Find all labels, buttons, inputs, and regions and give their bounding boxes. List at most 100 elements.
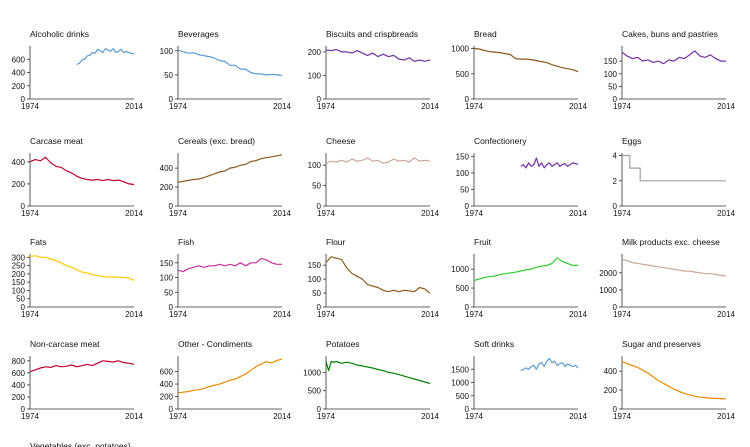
x-tick-label-start: 1974 bbox=[169, 102, 187, 111]
chart-title: Biscuits and crispbreads bbox=[326, 29, 418, 39]
y-tick-label: 150 bbox=[12, 278, 26, 287]
x-tick-label-end: 2014 bbox=[125, 102, 143, 111]
y-tick-label: 250 bbox=[12, 262, 26, 271]
y-tick-label: 300 bbox=[12, 253, 26, 262]
axis-lines bbox=[29, 46, 134, 100]
y-tick-label: 0 bbox=[317, 202, 322, 211]
chart-panel-9: Confectionery 0 50 100 150 1974 2014 bbox=[456, 136, 588, 218]
x-tick-label-end: 2014 bbox=[421, 310, 439, 319]
series-line bbox=[29, 156, 135, 186]
y-tick-label: 0 bbox=[465, 95, 470, 104]
series-line bbox=[325, 157, 431, 164]
chart-panel-21: Vegetables (exc. potatoes) bbox=[30, 441, 131, 447]
axis-lines bbox=[325, 46, 430, 100]
chart-title: Potatoes bbox=[326, 339, 360, 349]
chart-title: Eggs bbox=[622, 136, 641, 146]
chart-panel-4: Bread 0 500 1000 1974 2014 bbox=[451, 29, 587, 111]
y-tick-label: 1000 bbox=[599, 286, 617, 295]
x-tick-label-start: 1974 bbox=[465, 102, 483, 111]
y-tick-label: 1000 bbox=[303, 368, 321, 377]
y-tick-label: 1000 bbox=[451, 45, 469, 54]
chart-title: Vegetables (exc. potatoes) bbox=[30, 441, 131, 447]
y-tick-label: 0 bbox=[169, 303, 174, 312]
x-tick-label-end: 2014 bbox=[569, 102, 587, 111]
x-tick-label-start: 1974 bbox=[465, 412, 483, 421]
x-tick-label-start: 1974 bbox=[169, 209, 187, 218]
y-tick-label: 0 bbox=[613, 202, 618, 211]
axis-lines bbox=[177, 254, 282, 308]
y-tick-label: 200 bbox=[308, 48, 322, 57]
axis-lines bbox=[621, 254, 726, 308]
x-tick-label-start: 1974 bbox=[317, 310, 335, 319]
axis-lines bbox=[325, 254, 430, 308]
y-tick-label: 100 bbox=[160, 274, 174, 283]
chart-title: Flour bbox=[326, 237, 346, 247]
series-line bbox=[473, 257, 578, 282]
y-tick-label: 100 bbox=[308, 161, 322, 170]
axis-lines bbox=[325, 356, 430, 410]
x-tick-label-end: 2014 bbox=[717, 102, 735, 111]
x-tick-label-start: 1974 bbox=[613, 102, 631, 111]
y-tick-label: 0 bbox=[21, 303, 26, 312]
x-tick-label-end: 2014 bbox=[717, 412, 735, 421]
x-tick-label-end: 2014 bbox=[717, 209, 735, 218]
chart-title: Carcase meat bbox=[30, 136, 84, 146]
series-line bbox=[76, 48, 135, 66]
y-tick-label: 400 bbox=[12, 381, 26, 390]
series-line bbox=[177, 358, 283, 394]
x-tick-label-end: 2014 bbox=[421, 209, 439, 218]
chart-title: Other - Condiments bbox=[178, 339, 252, 349]
x-tick-label-start: 1974 bbox=[317, 102, 335, 111]
x-tick-label-end: 2014 bbox=[125, 412, 143, 421]
series-line bbox=[473, 47, 579, 73]
y-tick-label: 200 bbox=[12, 180, 26, 189]
axis-lines bbox=[177, 46, 282, 100]
x-tick-label-start: 1974 bbox=[21, 102, 39, 111]
y-tick-label: 600 bbox=[160, 368, 174, 377]
y-tick-label: 1000 bbox=[451, 379, 469, 388]
series-line bbox=[520, 358, 579, 372]
chart-panel-20: Sugar and preserves 0 200 400 1974 2014 bbox=[604, 339, 736, 421]
y-tick-label: 50 bbox=[164, 288, 173, 297]
y-tick-label: 150 bbox=[604, 57, 618, 66]
x-tick-label-end: 2014 bbox=[273, 102, 291, 111]
chart-title: Confectionery bbox=[474, 136, 527, 146]
axis-lines bbox=[621, 356, 726, 410]
axis-lines bbox=[177, 356, 282, 410]
x-tick-label-end: 2014 bbox=[125, 209, 143, 218]
y-tick-label: 0 bbox=[465, 202, 470, 211]
y-tick-label: 800 bbox=[12, 357, 26, 366]
y-tick-label: 500 bbox=[456, 70, 470, 79]
y-tick-label: 2000 bbox=[599, 269, 617, 278]
chart-panel-5: Cakes, buns and pastries 0 50 100 150 1974 201… bbox=[604, 29, 736, 111]
y-tick-label: 50 bbox=[312, 289, 321, 298]
y-tick-label: 0 bbox=[613, 95, 618, 104]
y-tick-label: 0 bbox=[465, 405, 470, 414]
x-tick-label-end: 2014 bbox=[569, 412, 587, 421]
y-tick-label: 4 bbox=[613, 152, 618, 161]
chart-title: Cakes, buns and pastries bbox=[622, 29, 718, 39]
series-line bbox=[325, 360, 431, 384]
series-line bbox=[621, 50, 726, 65]
chart-title: Beverages bbox=[178, 29, 219, 39]
chart-title: Cheese bbox=[326, 136, 356, 146]
series-line bbox=[177, 49, 283, 76]
y-tick-label: 100 bbox=[308, 275, 322, 284]
x-tick-label-start: 1974 bbox=[465, 310, 483, 319]
chart-title: Cereals (exc. bread) bbox=[178, 136, 255, 146]
y-tick-label: 150 bbox=[160, 259, 174, 268]
y-tick-label: 100 bbox=[160, 47, 174, 56]
x-tick-label-end: 2014 bbox=[273, 209, 291, 218]
chart-panel-17: Other - Condiments 0 200 400 600 1974 2014 bbox=[160, 339, 292, 421]
y-tick-label: 100 bbox=[12, 286, 26, 295]
chart-panel-2: Beverages 0 50 100 1974 2014 bbox=[160, 29, 292, 111]
series-line bbox=[177, 154, 283, 183]
series-line bbox=[325, 48, 431, 62]
chart-panel-19: Soft drinks 0 500 1000 1500 1974 2014 bbox=[451, 339, 587, 421]
y-tick-label: 600 bbox=[12, 55, 26, 64]
x-tick-label-start: 1974 bbox=[21, 412, 39, 421]
y-tick-label: 200 bbox=[12, 82, 26, 91]
chart-panel-18: Potatoes 0 500 1000 1974 2014 bbox=[303, 339, 439, 421]
y-tick-label: 0 bbox=[21, 95, 26, 104]
